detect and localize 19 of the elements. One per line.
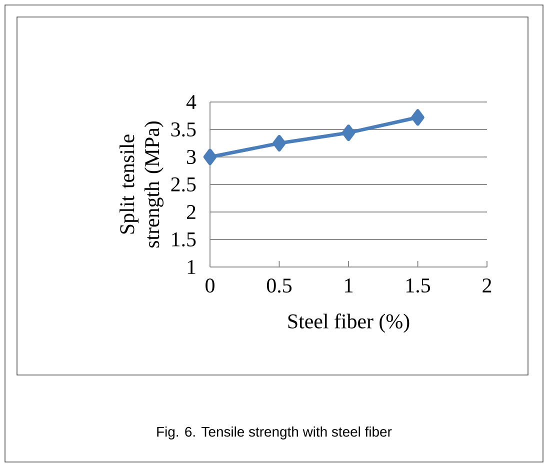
point bbox=[342, 124, 356, 142]
y-tick-label: 3 bbox=[187, 150, 196, 164]
x-axis-title: Steel fiber (%) bbox=[288, 314, 410, 333]
y-tick-label: 1 bbox=[188, 260, 196, 274]
point bbox=[272, 134, 286, 152]
point bbox=[203, 148, 217, 166]
y-tick-label: 1.5 bbox=[172, 232, 196, 247]
x-tick-label: 0 bbox=[206, 278, 214, 293]
point bbox=[411, 109, 424, 126]
y-tick-label: 2.5 bbox=[171, 177, 196, 192]
caption: Fig. 6. Tensile strength with steel fiber bbox=[157, 426, 392, 440]
x-tick-label: 0.5 bbox=[266, 278, 292, 293]
y-tick-label: 4 bbox=[186, 95, 196, 109]
x-tick-label: 2 bbox=[482, 278, 492, 292]
y-axis-title: Split tensile strength (MPa) bbox=[120, 121, 164, 248]
y-tick-label: 2 bbox=[186, 205, 196, 219]
x-tick-label: 1.5 bbox=[406, 278, 430, 293]
y-tick-label: 3.5 bbox=[171, 122, 196, 137]
x-tick-label: 1 bbox=[345, 278, 352, 292]
